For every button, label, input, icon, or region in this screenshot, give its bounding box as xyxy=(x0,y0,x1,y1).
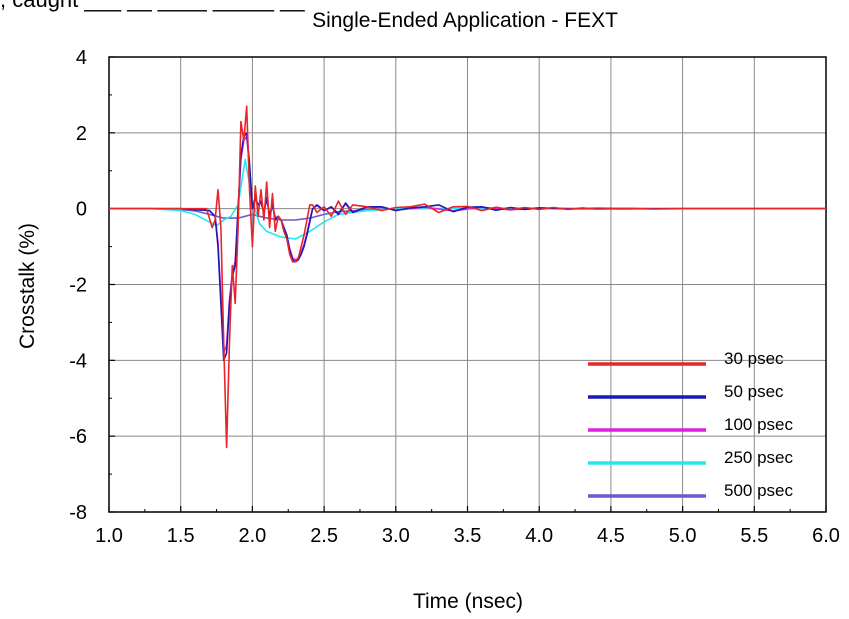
y-axis-label: Crosstalk (%) xyxy=(16,223,39,349)
x-tick-label: 4.0 xyxy=(525,525,553,547)
x-tick-label: 6.0 xyxy=(812,525,840,547)
cropped-header-text: , caught ___ __ ____ _____ __ xyxy=(0,0,305,13)
x-axis-label: Time (nsec) xyxy=(413,590,523,613)
series-line-30-psec xyxy=(109,105,826,449)
legend-label: 50 psec xyxy=(724,382,784,401)
x-tick-label: 2.0 xyxy=(238,525,266,547)
y-tick-label: 0 xyxy=(76,199,87,221)
legend-label: 250 psec xyxy=(724,448,793,467)
y-tick-label: -2 xyxy=(69,275,87,297)
x-tick-label: 2.5 xyxy=(310,525,338,547)
x-tick-label: 1.5 xyxy=(167,525,195,547)
y-tick-label: -6 xyxy=(69,426,87,448)
y-tick-label: 2 xyxy=(76,123,87,145)
chart-title: Single-Ended Application - FEXT xyxy=(312,9,618,32)
x-tick-label: 5.0 xyxy=(669,525,697,547)
legend-label: 30 psec xyxy=(724,349,784,368)
y-tick-label: 4 xyxy=(76,47,87,69)
x-tick-label: 3.0 xyxy=(382,525,410,547)
legend-label: 500 psec xyxy=(724,481,793,500)
x-tick-label: 3.5 xyxy=(454,525,482,547)
x-tick-labels: 1.0 1.5 2.0 2.5 3.0 3.5 4.0 4.5 5.0 5.5 6.0 xyxy=(95,525,840,547)
legend: 30 psec 50 psec 100 psec 250 psec 500 psec xyxy=(588,349,793,500)
series-lines xyxy=(109,105,826,449)
x-tick-label: 4.5 xyxy=(597,525,625,547)
legend-label: 100 psec xyxy=(724,415,793,434)
y-tick-label: -4 xyxy=(69,350,87,372)
y-tick-label: -8 xyxy=(69,502,87,524)
y-tick-labels: 4 2 0 -2 -4 -6 -8 xyxy=(69,47,87,524)
x-tick-label: 5.5 xyxy=(740,525,768,547)
grid-lines xyxy=(108,56,827,513)
x-tick-label: 1.0 xyxy=(95,525,123,547)
